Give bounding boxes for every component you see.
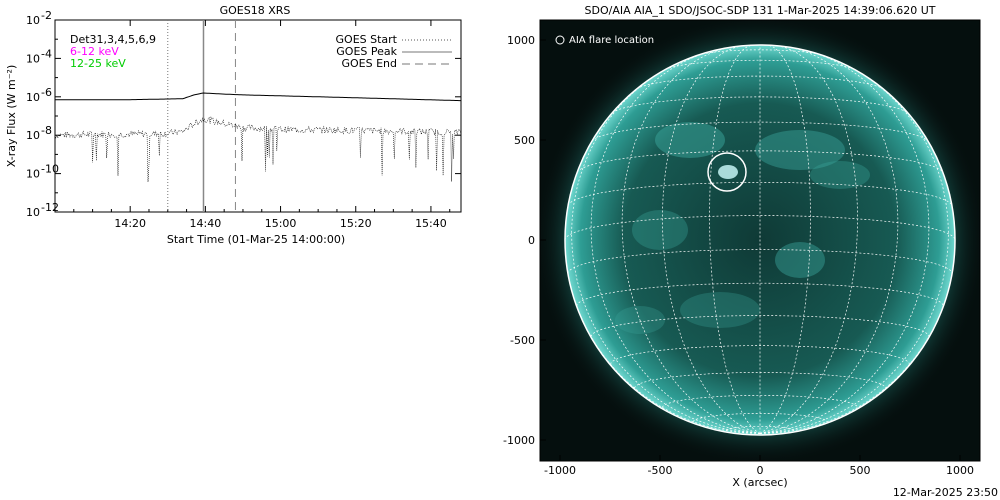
aia-y-tick-label: 500 xyxy=(514,134,535,147)
goes-x-tick-label: 15:40 xyxy=(415,217,447,230)
aia-y-tick-label: 1000 xyxy=(507,34,535,47)
aia-x-tick-label: 0 xyxy=(757,464,764,477)
aia-x-axis-label: X (arcsec) xyxy=(732,476,787,489)
goes-legend: GOES Start GOES Peak GOES End xyxy=(336,33,452,70)
goes-y-axis-label: X-ray Flux (W m⁻²) xyxy=(5,65,18,167)
longitude-line xyxy=(759,50,930,434)
goes-event-lines xyxy=(167,20,236,212)
longitude-line xyxy=(759,46,899,434)
latitude-line xyxy=(576,150,944,173)
goes-x-tick-label: 15:20 xyxy=(340,217,372,230)
longitude-line xyxy=(662,45,761,434)
goes-y-tick-exponent: -6 xyxy=(41,86,52,99)
aia-x-tick-label: 1000 xyxy=(946,464,974,477)
goes-band-low-label: 6-12 keV xyxy=(70,45,119,58)
heliographic-grid xyxy=(565,45,955,434)
goes-band-high-label: 12-25 keV xyxy=(70,57,126,70)
aia-image-panel: SDO/AIA AIA_1 SDO/JSOC-SDP 131 1-Mar-202… xyxy=(503,4,981,489)
solar-limb xyxy=(564,44,956,436)
goes-title: GOES18 XRS xyxy=(220,4,291,17)
aia-axes: -1000 -500 0 500 1000 -1000 -500 0 500 1000 xyxy=(503,34,974,477)
goes-detector-label: Det31,3,4,5,6,9 xyxy=(70,33,156,46)
goes-y-tick-exponent: -8 xyxy=(41,124,52,137)
longitude-line xyxy=(759,45,858,434)
goes-y-tick-label: 10 xyxy=(26,206,40,219)
goes-y-tick-label: 10 xyxy=(26,14,40,27)
goes-y-tick-exponent: -10 xyxy=(41,163,59,176)
goes-x-tick-label: 14:40 xyxy=(190,217,222,230)
longitude-line xyxy=(759,45,811,434)
latitude-line xyxy=(591,121,929,142)
goes-y-tick-label: 10 xyxy=(26,91,40,104)
aia-x-tick-label: 500 xyxy=(850,464,871,477)
legend-goes-start-label: GOES Start xyxy=(336,33,398,46)
legend-flare-label: AIA flare location xyxy=(569,35,654,46)
goes-y-tick-label: 10 xyxy=(26,52,40,65)
goes-y-tick-exponent: -12 xyxy=(41,201,59,214)
latitude-line xyxy=(662,394,858,408)
longitude-line xyxy=(709,45,761,434)
goes-x-tick-label: 14:20 xyxy=(114,217,146,230)
legend-goes-end-label: GOES End xyxy=(341,57,397,70)
longitude-line xyxy=(759,239,955,434)
goes-x-axis-label: Start Time (01-Mar-25 14:00:00) xyxy=(167,233,345,246)
longitude-line xyxy=(759,65,949,434)
goes-x-tick-label: 15:00 xyxy=(265,217,297,230)
goes-series-group xyxy=(54,92,462,182)
goes-y-tick-label: 10 xyxy=(26,129,40,142)
longitude-line xyxy=(565,239,761,434)
aia-x-tick-label: -1000 xyxy=(544,464,576,477)
legend-goes-peak-label: GOES Peak xyxy=(336,45,397,58)
flare-location-marker xyxy=(707,152,747,192)
aia-y-tick-label: 0 xyxy=(528,234,535,247)
longitude-line xyxy=(621,46,761,434)
footer-timestamp: 12-Mar-2025 23:50 xyxy=(893,486,998,499)
latitude-line xyxy=(567,181,953,206)
aia-y-tick-label: -500 xyxy=(510,334,535,347)
legend-flare-marker xyxy=(555,35,565,45)
longitude-line xyxy=(590,50,761,434)
aia-title: SDO/AIA AIA_1 SDO/JSOC-SDP 131 1-Mar-202… xyxy=(585,4,936,17)
latitude-line xyxy=(610,345,910,365)
goes-long-channel-series xyxy=(55,92,461,102)
longitude-line xyxy=(571,65,761,434)
goes-y-tick-exponent: -2 xyxy=(41,9,52,22)
goes-short-channel-series xyxy=(54,116,462,182)
goes-y-tick-exponent: -4 xyxy=(41,47,52,60)
latitude-line xyxy=(565,215,955,241)
aia-x-tick-label: -500 xyxy=(648,464,673,477)
latitude-line xyxy=(576,282,944,307)
goes-y-tick-label: 10 xyxy=(26,168,40,181)
aia-y-tick-label: -1000 xyxy=(503,434,535,447)
